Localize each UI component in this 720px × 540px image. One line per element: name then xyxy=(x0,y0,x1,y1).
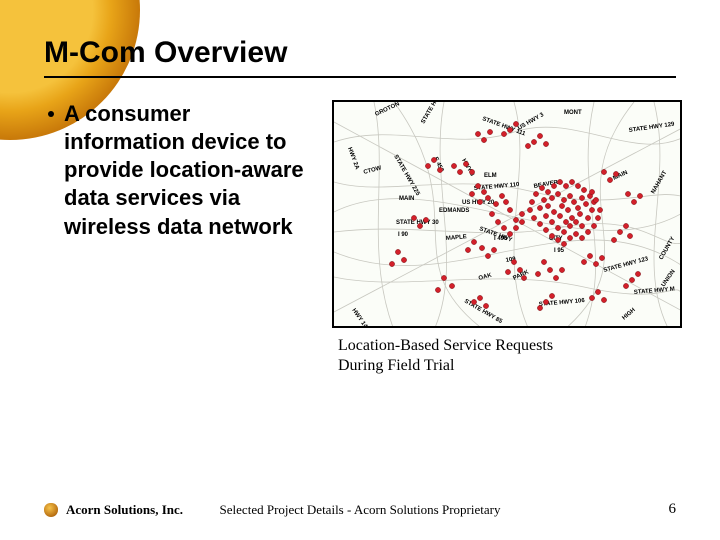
bullet-item: A consumer information device to provide… xyxy=(44,100,314,241)
bullet-dot-icon xyxy=(48,111,54,117)
caption-line: During Field Trial xyxy=(338,356,682,376)
svg-text:MONT: MONT xyxy=(564,110,582,116)
svg-text:EDMANDS: EDMANDS xyxy=(439,208,469,214)
svg-text:STATE HWY 123: STATE HWY 123 xyxy=(603,256,650,274)
slide-title: M-Com Overview xyxy=(44,36,676,78)
svg-text:MAIN: MAIN xyxy=(399,196,414,202)
svg-text:HIGH: HIGH xyxy=(621,307,636,321)
figure-block: GROTONSTATE HWY 40STATE HWY 111MONTUS HW… xyxy=(332,100,682,376)
svg-text:MAPLE: MAPLE xyxy=(446,234,467,242)
svg-text:STATE HWY 225: STATE HWY 225 xyxy=(392,154,421,197)
bullet-list: A consumer information device to provide… xyxy=(44,100,314,241)
svg-text:STATE HWY 129: STATE HWY 129 xyxy=(628,122,675,134)
svg-text:ELM: ELM xyxy=(484,173,497,179)
content-row: A consumer information device to provide… xyxy=(44,100,676,376)
svg-text:HWY 2A: HWY 2A xyxy=(346,147,360,172)
svg-text:HWY 3: HWY 3 xyxy=(460,158,475,178)
svg-text:I 495: I 495 xyxy=(494,236,508,242)
svg-text:UNION: UNION xyxy=(661,269,677,288)
svg-text:US HWY 3: US HWY 3 xyxy=(517,112,546,132)
svg-text:OAK: OAK xyxy=(478,273,493,282)
caption-line: Location-Based Service Requests xyxy=(338,336,682,356)
bullet-text: A consumer information device to provide… xyxy=(64,100,314,241)
svg-text:HWY 146: HWY 146 xyxy=(350,308,370,328)
figure-caption: Location-Based Service Requests During F… xyxy=(338,336,682,376)
svg-text:STATE HWY 85: STATE HWY 85 xyxy=(463,299,504,326)
svg-text:I 90: I 90 xyxy=(398,232,409,238)
slide-body: M-Com Overview A consumer information de… xyxy=(0,0,720,540)
map-image: GROTONSTATE HWY 40STATE HWY 111MONTUS HW… xyxy=(332,100,682,328)
svg-text:GROTON: GROTON xyxy=(374,102,400,118)
svg-text:I 95: I 95 xyxy=(554,248,565,254)
